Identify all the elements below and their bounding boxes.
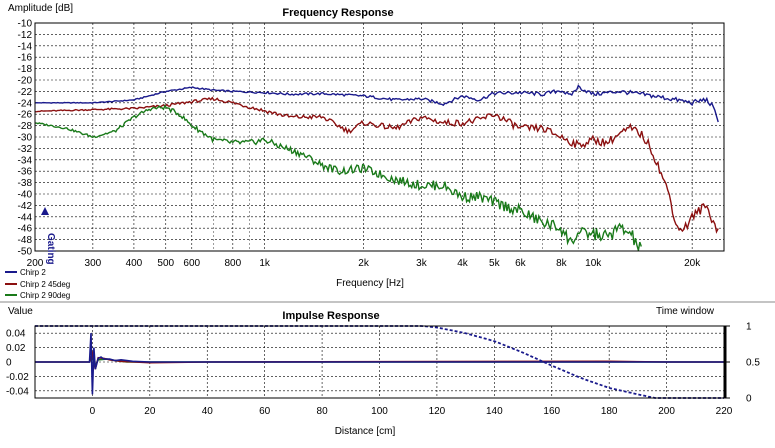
legend-label-chirp2: Chirp 2 [20, 268, 46, 277]
y-tick-label: 0.04 [6, 329, 26, 340]
x-tick-label: 8k [556, 258, 568, 269]
gating-arrow-icon [41, 207, 49, 215]
x-tick-label: 220 [716, 406, 733, 417]
legend-label-chirp2-90deg: Chirp 2 90deg [20, 291, 70, 300]
y-tick-label: -14 [18, 41, 33, 52]
x-tick-label: 100 [371, 406, 388, 417]
x-tick-label: 4k [457, 258, 469, 269]
y-tick-label: -28 [18, 121, 33, 132]
x-tick-label: 6k [515, 258, 527, 269]
x-tick-label: 20 [144, 406, 156, 417]
y-tick-label: 0 [6, 358, 12, 369]
x-tick-label: 20k [684, 258, 701, 269]
x-tick-label: 5k [489, 258, 501, 269]
y-tick-label: -32 [18, 144, 33, 155]
x-tick-label: 60 [259, 406, 271, 417]
x-tick-label: 10k [585, 258, 602, 269]
x-tick-label: 500 [157, 258, 174, 269]
y-tick-label: -20 [18, 76, 33, 87]
impulse-tick-labels: 0 20 40 60 80 100 120 140 160 180 200 220 0.04 0.02 0 -… [6, 322, 760, 418]
frequency-series-group [34, 84, 719, 251]
legend: Chirp 2 Chirp 2 45deg Chirp 2 90deg [5, 268, 70, 300]
x-tick-label: 2k [358, 258, 370, 269]
y-tick-label: -42 [18, 201, 33, 212]
y-tick-label: -26 [18, 110, 33, 121]
frequency-grid [34, 22, 724, 252]
series-line-0 [34, 84, 719, 123]
time-window-axis-label: Time window [656, 306, 715, 317]
x-tick-label: 800 [224, 258, 241, 269]
time-window-line [35, 325, 724, 399]
y-tick-label: -40 [18, 190, 33, 201]
impulse-chart-title: Impulse Response [282, 310, 379, 322]
distance-axis-label: Distance [cm] [335, 426, 396, 437]
y-tick-label: -0.02 [6, 372, 29, 383]
y-tick-label: -18 [18, 64, 33, 75]
amplitude-axis-label: Amplitude [dB] [8, 3, 73, 14]
x-tick-label: 140 [486, 406, 503, 417]
x-tick-label: 40 [202, 406, 214, 417]
x-tick-label: 0 [90, 406, 96, 417]
y-tick-label: -22 [18, 87, 33, 98]
x-tick-label: 1k [259, 258, 271, 269]
y-tick-label: -12 [18, 30, 33, 41]
gating-label: Gating [45, 233, 56, 265]
series-line-1 [34, 96, 719, 234]
x-tick-label: 80 [317, 406, 329, 417]
gating-marker: Gating [41, 207, 56, 265]
y-tick-label: -50 [18, 247, 33, 258]
y2-tick-label: 0 [746, 394, 752, 405]
x-tick-label: 600 [183, 258, 200, 269]
y-tick-label: -34 [18, 155, 33, 166]
y-tick-label: -38 [18, 178, 33, 189]
value-axis-label: Value [8, 306, 33, 317]
x-tick-label: 400 [126, 258, 143, 269]
y-tick-label: -30 [18, 133, 33, 144]
x-tick-label: 300 [85, 258, 102, 269]
y-tick-label: -46 [18, 224, 33, 235]
y-tick-label: -44 [18, 212, 33, 223]
y2-tick-label: 1 [746, 322, 752, 333]
frequency-tick-labels: -10-12-14-16-18-20-22-24-26-28-30-32-34-… [18, 19, 702, 270]
y-tick-label: -24 [18, 98, 33, 109]
y-tick-label: -10 [18, 19, 33, 30]
y-tick-label: -16 [18, 53, 33, 64]
y-tick-label: -0.04 [6, 386, 29, 397]
impulse-line-2 [35, 333, 724, 395]
series-line-2 [35, 104, 642, 251]
frequency-chart-title: Frequency Response [282, 7, 393, 19]
x-tick-label: 200 [658, 406, 675, 417]
legend-label-chirp2-45deg: Chirp 2 45deg [20, 280, 70, 289]
frequency-axis-label: Frequency [Hz] [336, 278, 404, 289]
impulse-series-group [35, 325, 724, 399]
impulse-plot-frame [34, 325, 725, 399]
y2-tick-label: 0.5 [746, 358, 760, 369]
y-tick-label: 0.02 [6, 343, 26, 354]
x-tick-label: 180 [601, 406, 618, 417]
x-tick-label: 200 [27, 258, 44, 269]
y-tick-label: -48 [18, 235, 33, 246]
x-tick-label: 3k [416, 258, 428, 269]
x-tick-label: 160 [543, 406, 560, 417]
x-tick-label: 120 [429, 406, 446, 417]
frequency-plot-frame [34, 22, 725, 252]
y-tick-label: -36 [18, 167, 33, 178]
